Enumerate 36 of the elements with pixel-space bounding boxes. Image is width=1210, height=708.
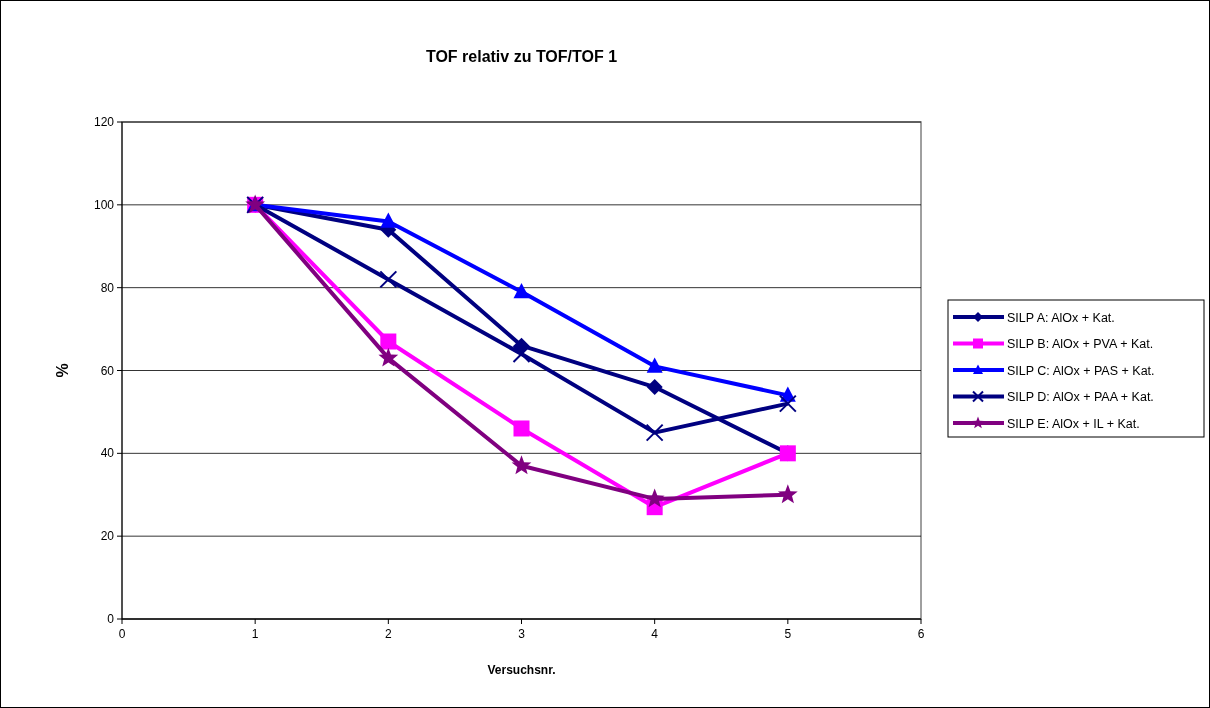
y-tick-label: 60 [100, 363, 115, 378]
legend-label: SILP E: AlOx + IL + Kat. [1007, 416, 1140, 431]
point [511, 455, 532, 475]
x-tick-label: 2 [384, 627, 392, 641]
point [513, 283, 530, 299]
legend-label: SILP A: AlOx + Kat. [1007, 310, 1115, 325]
point [512, 344, 531, 363]
chart-title: TOF relativ zu TOF/TOF 1 [425, 48, 618, 65]
legend-label: SILP D: AlOx + PAA + Kat. [1007, 390, 1154, 404]
point [645, 423, 664, 442]
point [646, 379, 663, 396]
y-tick-label: 0 [107, 612, 115, 626]
x-tick-label: 0 [118, 627, 126, 641]
x-tick-label: 6 [917, 627, 925, 641]
point [378, 347, 399, 367]
x-tick-label: 5 [784, 627, 792, 641]
y-tick-label: 40 [100, 446, 115, 461]
point [777, 484, 798, 504]
point [380, 333, 397, 350]
legend-label: SILP C: AlOx + PAS + Kat. [1007, 363, 1155, 378]
y-tick-label: 80 [100, 280, 115, 295]
point [644, 488, 665, 508]
point [513, 420, 530, 437]
y-tick-label: 100 [93, 197, 115, 212]
legend-label: SILP B: AlOx + PVA + Kat. [1007, 337, 1154, 351]
x-tick-label: 4 [651, 627, 659, 641]
y-tick-label: 20 [100, 529, 115, 544]
x-tick-label: 3 [518, 627, 526, 641]
point [380, 212, 397, 228]
x-axis-title: Versuchsnr. [487, 663, 556, 677]
point [778, 394, 797, 413]
point [646, 357, 663, 373]
y-tick-label: 120 [93, 115, 115, 129]
point [379, 270, 398, 289]
y-axis-title: % [54, 363, 71, 378]
x-tick-label: 1 [251, 627, 259, 641]
